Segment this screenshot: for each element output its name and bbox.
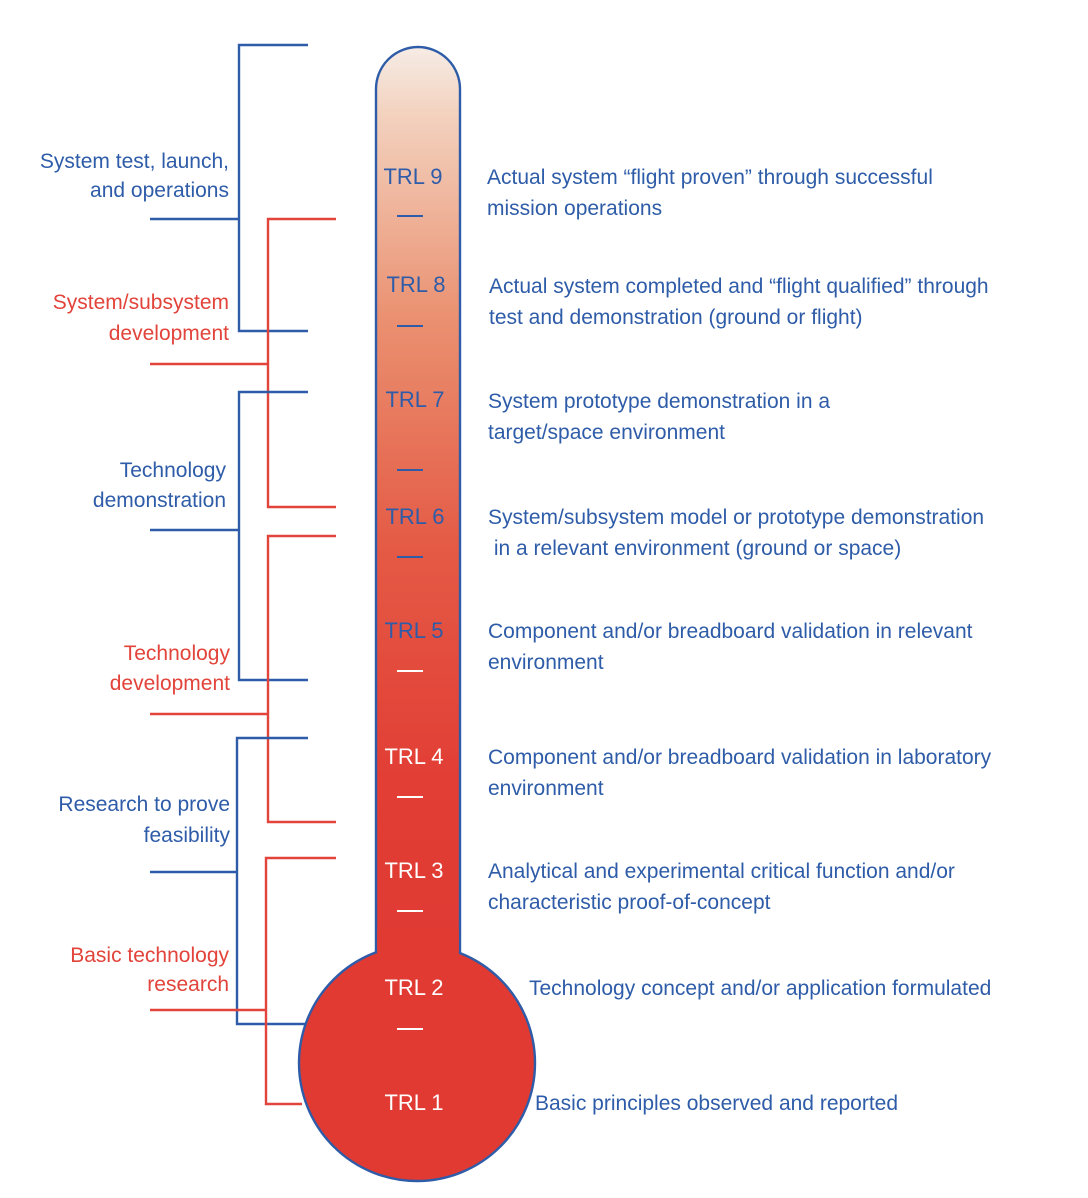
bracket-technology-development xyxy=(150,534,336,824)
trl-6-label: TRL 6 xyxy=(385,504,444,529)
trl-9-label: TRL 9 xyxy=(383,164,442,189)
bracket-research-feasibility xyxy=(150,736,308,1026)
trl-4-label: TRL 4 xyxy=(384,744,443,769)
phase-system-development-line-1: System/subsystem xyxy=(53,291,229,314)
trl-4-description-line-1: Component and/or breadboard validation i… xyxy=(488,746,992,769)
phase-brackets xyxy=(150,43,336,1106)
bracket-system-test xyxy=(150,43,308,333)
trl-1-description: Basic principles observed and reported xyxy=(535,1092,898,1115)
trl-2-label: TRL 2 xyxy=(384,975,443,1000)
trl-7-label: TRL 7 xyxy=(385,387,444,412)
phase-basic-research-line-2: research xyxy=(147,973,229,996)
phase-technology-demonstration-line-2: demonstration xyxy=(93,489,226,512)
phase-basic-research-line-1: Basic technology xyxy=(70,944,229,967)
thermometer-neck xyxy=(377,930,459,970)
phase-technology-development-line-2: development xyxy=(110,672,230,695)
trl-6-description-line-2: in a relevant environment (ground or spa… xyxy=(488,537,901,560)
phase-system-development-line-2: development xyxy=(109,322,229,345)
trl-3-description-line-1: Analytical and experimental critical fun… xyxy=(488,860,955,883)
level-labels: TRL 9 TRL 8 TRL 7 TRL 6 TRL 5 TRL 4 TRL … xyxy=(383,164,445,1115)
trl-3-description-line-2: characteristic proof-of-concept xyxy=(488,891,771,914)
level-descriptions: Actual system “flight proven” through su… xyxy=(487,166,992,1115)
trl-8-description-line-1: Actual system completed and “flight qual… xyxy=(489,275,989,298)
thermometer-tube xyxy=(374,45,462,961)
phase-research-feasibility-line-2: feasibility xyxy=(144,824,231,847)
thermometer xyxy=(297,45,537,1183)
phase-technology-demonstration-line-1: Technology xyxy=(120,459,227,482)
trl-7-description-line-2: target/space environment xyxy=(488,421,725,444)
trl-8-label: TRL 8 xyxy=(386,272,445,297)
trl-9-description-line-1: Actual system “flight proven” through su… xyxy=(487,166,933,189)
trl-3-label: TRL 3 xyxy=(384,858,443,883)
trl-5-description-line-1: Component and/or breadboard validation i… xyxy=(488,620,973,643)
trl-7-description-line-1: System prototype demonstration in a xyxy=(488,390,830,413)
phase-system-test-line-2: and operations xyxy=(90,179,229,202)
phase-research-feasibility-line-1: Research to prove xyxy=(58,793,230,816)
bracket-system-development xyxy=(150,217,336,509)
trl-4-description-line-2: environment xyxy=(488,777,604,800)
trl-8-description-line-2: test and demonstration (ground or flight… xyxy=(489,306,863,329)
trl-6-description-line-1: System/subsystem model or prototype demo… xyxy=(488,506,984,529)
trl-9-description-line-2: mission operations xyxy=(487,197,662,220)
trl-5-description-line-2: environment xyxy=(488,651,604,674)
phase-labels: System test, launch, and operations Syst… xyxy=(40,150,231,996)
trl-2-description: Technology concept and/or application fo… xyxy=(529,977,991,1000)
trl-1-label: TRL 1 xyxy=(384,1090,443,1115)
phase-technology-development-line-1: Technology xyxy=(124,642,231,665)
bracket-technology-demonstration xyxy=(150,390,308,682)
bracket-basic-research xyxy=(150,856,336,1106)
trl-5-label: TRL 5 xyxy=(384,618,443,643)
phase-system-test-line-1: System test, launch, xyxy=(40,150,229,173)
